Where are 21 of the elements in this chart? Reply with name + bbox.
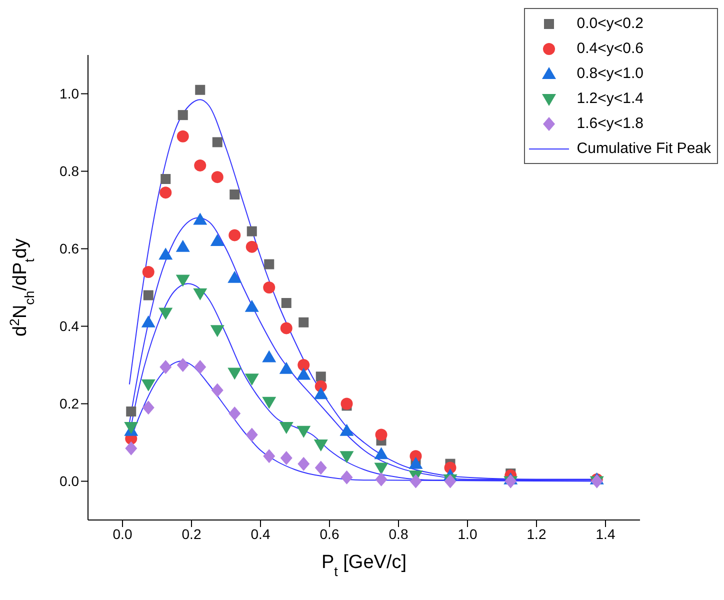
legend-label: 1.6<y<1.8	[576, 115, 644, 132]
legend-label: 0.8<y<1.0	[576, 65, 644, 82]
x-tick-label: 0.6	[320, 526, 340, 542]
legend-label: 0.4<y<0.6	[576, 40, 644, 57]
x-tick-label: 1.2	[526, 526, 546, 542]
x-tick-label: 0.0	[112, 526, 132, 542]
legend-label: 1.2<y<1.4	[576, 90, 644, 107]
x-tick-label: 1.4	[596, 526, 616, 542]
x-tick-label: 0.2	[182, 526, 202, 542]
x-tick-label: 0.8	[388, 526, 408, 542]
y-tick-label: 0.2	[60, 396, 80, 412]
x-tick-label: 1.0	[458, 526, 478, 542]
legend-label: Cumulative Fit Peak	[576, 140, 711, 157]
x-tick-label: 0.4	[250, 526, 270, 542]
y-tick-label: 1.0	[60, 86, 80, 102]
legend-label: 0.0<y<0.2	[576, 15, 644, 32]
y-tick-label: 0.4	[60, 318, 80, 334]
x-axis-title: P$_{t}$ [GeV/c]	[321, 552, 407, 578]
y-tick-label: 0.8	[60, 163, 80, 180]
y-tick-label: 0.6	[60, 240, 80, 257]
y-tick-label: 0.0	[60, 473, 80, 490]
